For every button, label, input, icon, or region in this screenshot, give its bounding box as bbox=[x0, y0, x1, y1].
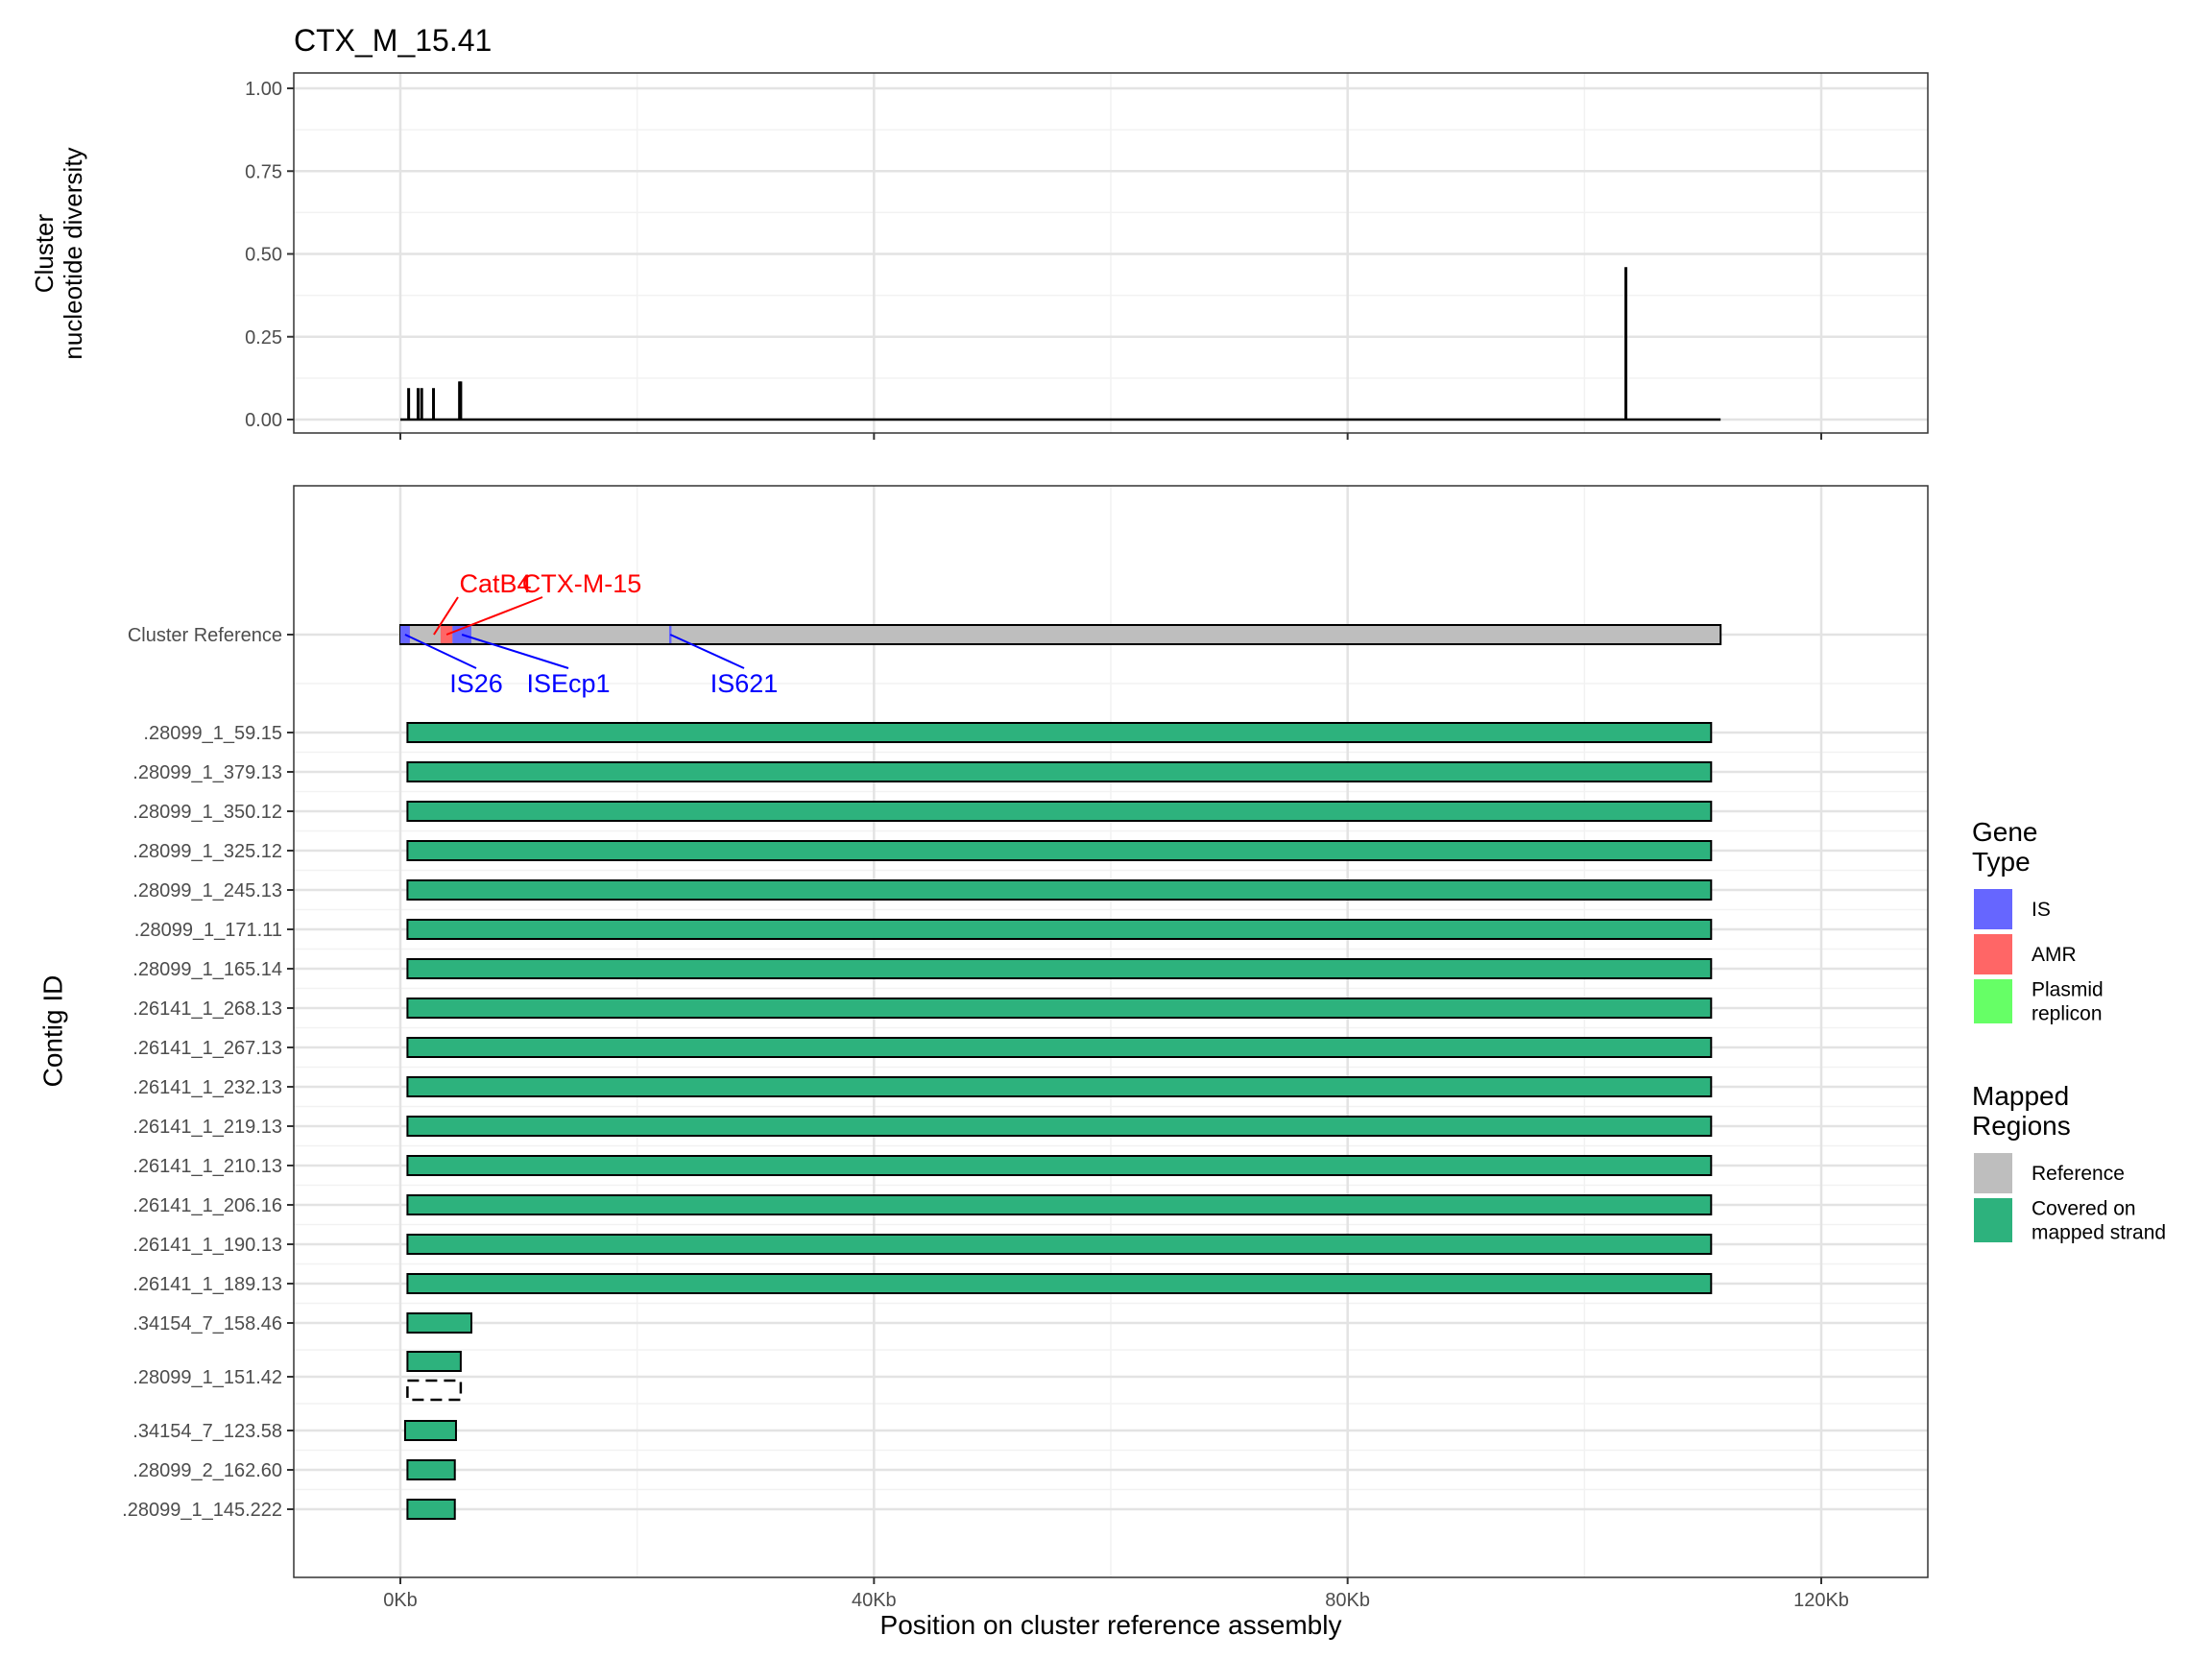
legend-mapped-regions-label: mapped strand bbox=[2032, 1222, 2166, 1244]
feature-label: IS621 bbox=[710, 669, 779, 698]
contig-bar bbox=[406, 1194, 1713, 1215]
y-tick-label: .28099_2_162.60 bbox=[132, 1460, 282, 1481]
legend-mapped-regions-label: Reference bbox=[2032, 1163, 2125, 1185]
feature-label: CTX-M-15 bbox=[522, 569, 642, 598]
y-tick-label: .34154_7_123.58 bbox=[132, 1421, 282, 1442]
legend-gene-type-label: IS bbox=[2032, 899, 2051, 921]
contig-bar bbox=[406, 1037, 1713, 1058]
y-tick-label: .28099_1_59.15 bbox=[143, 723, 282, 744]
feature-label: IS26 bbox=[449, 669, 503, 698]
legend-mapped-regions-label: Covered on bbox=[2032, 1198, 2136, 1220]
y-tick-label: .34154_7_158.46 bbox=[132, 1313, 282, 1334]
contig-bar bbox=[406, 1155, 1713, 1176]
y-tick-label: .28099_1_171.11 bbox=[134, 920, 282, 941]
y-axis-label: nucleotide diversity bbox=[59, 147, 87, 359]
legend-gene-type-label: Plasmid bbox=[2032, 979, 2104, 1001]
x-tick-label: 120Kb bbox=[1793, 1590, 1849, 1611]
y-axis-label: Cluster bbox=[30, 213, 59, 293]
contig-bar bbox=[406, 1273, 1713, 1294]
contig-bar bbox=[403, 1420, 457, 1441]
legend-gene-type-label: AMR bbox=[2032, 944, 2077, 966]
y-tick-label: .26141_1_268.13 bbox=[132, 998, 282, 1020]
y-tick-label: .26141_1_206.16 bbox=[132, 1195, 282, 1216]
contig-bar bbox=[406, 840, 1713, 861]
y-axis-label: Contig ID bbox=[37, 975, 67, 1088]
y-tick-label: .28099_1_350.12 bbox=[132, 802, 282, 823]
y-tick-label: .28099_1_379.13 bbox=[132, 762, 282, 783]
panel-border bbox=[293, 72, 1929, 434]
feature-leader-line bbox=[669, 634, 745, 669]
y-tick-label: 0.50 bbox=[245, 245, 282, 266]
contig-bar-uncovered bbox=[406, 1379, 463, 1402]
contig-bar bbox=[406, 919, 1713, 940]
legend-mapped-regions-title: Regions bbox=[1972, 1111, 2071, 1141]
feature-leader-line bbox=[461, 634, 569, 669]
legend-gene-type-title: Type bbox=[1972, 847, 2031, 877]
contig-bar bbox=[406, 879, 1713, 901]
legend-gene-type-swatch bbox=[1974, 934, 2012, 974]
y-tick-label: .26141_1_267.13 bbox=[132, 1038, 282, 1059]
x-tick-label: 0Kb bbox=[383, 1590, 418, 1611]
y-tick-label: 0.75 bbox=[245, 161, 282, 182]
contig-bar bbox=[406, 761, 1713, 782]
contig-bar bbox=[406, 1499, 456, 1520]
y-tick-label: 0.25 bbox=[245, 327, 282, 349]
feature-label: CatB4 bbox=[459, 569, 531, 598]
legend-gene-type-title: Gene bbox=[1972, 817, 2038, 847]
contig-bar bbox=[406, 998, 1713, 1019]
chart-title: CTX_M_15.41 bbox=[294, 23, 492, 58]
y-tick-label: .26141_1_189.13 bbox=[132, 1274, 282, 1295]
y-tick-label: .28099_1_151.42 bbox=[132, 1367, 282, 1388]
legend-mapped-regions-swatch bbox=[1974, 1153, 2012, 1193]
y-tick-label: .28099_1_245.13 bbox=[132, 880, 282, 902]
contig-bar bbox=[406, 722, 1713, 743]
contig-bar bbox=[406, 1076, 1713, 1097]
feature-leader-line bbox=[433, 596, 459, 636]
y-tick-label: 0.00 bbox=[245, 410, 282, 431]
panel-border bbox=[293, 485, 1929, 1578]
x-tick-label: 40Kb bbox=[852, 1590, 897, 1611]
contig-panel: 0Kb 40Kb 80Kb 120Kb CatB4 IS26 CTX-M-15 ISEcp1 I… bbox=[37, 485, 1929, 1640]
diversity-panel: 1.00 0.75 0.50 0.25 0.00 Cluster nucleotide di… bbox=[30, 72, 1929, 440]
feature-label: ISEcp1 bbox=[526, 669, 610, 698]
contig-bar bbox=[406, 1459, 456, 1480]
x-tick-label: 80Kb bbox=[1325, 1590, 1370, 1611]
x-axis-label: Position on cluster reference assembly bbox=[880, 1610, 1342, 1640]
y-tick-label: .26141_1_232.13 bbox=[132, 1077, 282, 1098]
contig-bar bbox=[406, 1234, 1713, 1255]
y-tick-label: .26141_1_219.13 bbox=[132, 1117, 282, 1138]
feature-leader-line bbox=[404, 634, 477, 669]
legend-gene-type-label: replicon bbox=[2032, 1003, 2103, 1025]
reference-bar bbox=[399, 624, 1722, 645]
contig-bar bbox=[406, 1116, 1713, 1137]
contig-bar bbox=[406, 958, 1713, 979]
legend-mapped-regions-title: Mapped bbox=[1972, 1081, 2069, 1111]
y-tick-label: .28099_1_165.14 bbox=[132, 959, 282, 980]
contig-bar bbox=[406, 1351, 462, 1372]
gene-feature-amr bbox=[440, 626, 453, 643]
contig-bar bbox=[406, 1312, 472, 1334]
y-tick-label: Cluster Reference bbox=[128, 625, 282, 646]
legend-gene-type-swatch bbox=[1974, 979, 2012, 1023]
y-tick-label: .26141_1_210.13 bbox=[132, 1156, 282, 1177]
y-tick-label: .28099_1_325.12 bbox=[132, 841, 282, 862]
feature-leader-line bbox=[445, 596, 543, 636]
legend-gene-type-swatch bbox=[1974, 889, 2012, 929]
legend-mapped-regions-swatch bbox=[1974, 1198, 2012, 1242]
y-tick-label: .26141_1_190.13 bbox=[132, 1235, 282, 1256]
y-tick-label: 1.00 bbox=[245, 79, 282, 100]
contig-bar bbox=[406, 801, 1713, 822]
y-tick-label: .28099_1_145.222 bbox=[122, 1500, 282, 1521]
